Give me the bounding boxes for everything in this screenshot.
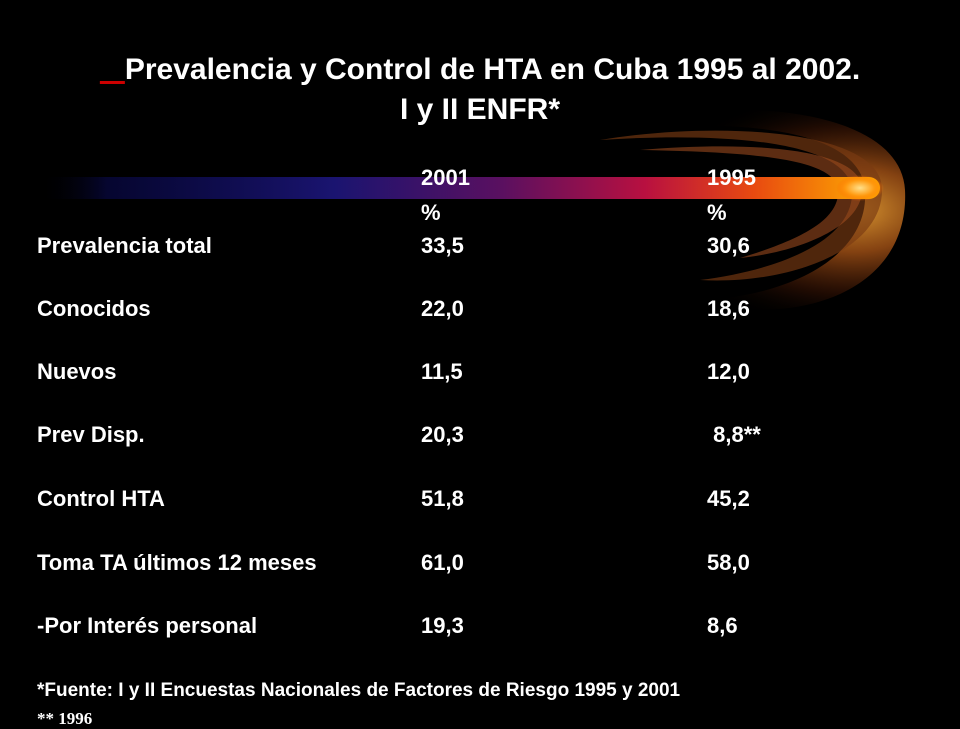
row-value-2001: 19,3 — [421, 613, 464, 638]
row-value-2001: 51,8 — [421, 486, 464, 511]
row-value-2001: 22,0 — [421, 296, 464, 321]
row-value-1995: 30,6 — [707, 233, 750, 258]
row-label: Nuevos — [37, 359, 117, 384]
row-value-2001: 61,0 — [421, 550, 464, 575]
row-label: -Por Interés personal — [37, 613, 258, 638]
row-value-1995: 58,0 — [707, 550, 750, 575]
row-label: Prev Disp. — [37, 422, 145, 447]
row-value-1995: 18,6 — [707, 296, 750, 321]
header-1995-unit: % — [707, 200, 727, 225]
row-value-2001: 33,5 — [421, 233, 464, 258]
row-value-2001: 11,5 — [421, 359, 463, 384]
row-label: Prevalencia total — [37, 233, 212, 258]
row-value-1995: 12,0 — [707, 359, 750, 384]
row-label: Control HTA — [37, 486, 165, 511]
row-label: Toma TA últimos 12 meses — [37, 550, 317, 575]
comet-head — [836, 175, 884, 201]
row-value-1995: 8,8** — [707, 422, 761, 447]
row-label: Conocidos — [37, 296, 151, 321]
row-value-1995: 45,2 — [707, 486, 750, 511]
header-2001-year: 2001 — [421, 165, 470, 190]
swoosh-outer-arc — [560, 109, 906, 310]
title-underline-accent — [100, 53, 125, 86]
slide-title-text: Prevalencia y Control de HTA en Cuba 199… — [124, 53, 861, 86]
secondary-footnote: ** 1996 — [37, 709, 93, 728]
row-value-1995: 8,6 — [707, 613, 738, 638]
row-value-2001: 20,3 — [421, 422, 464, 447]
slide-title-line1: Prevalencia y Control de HTA en Cuba 199… — [0, 52, 960, 88]
header-2001-unit: % — [421, 200, 441, 225]
source-footnote: *Fuente: I y II Encuestas Nacionales de … — [37, 680, 681, 701]
slide-title-line2: I y II ENFR* — [399, 93, 561, 126]
header-1995-year: 1995 — [707, 165, 756, 190]
comet-beam — [40, 177, 880, 199]
